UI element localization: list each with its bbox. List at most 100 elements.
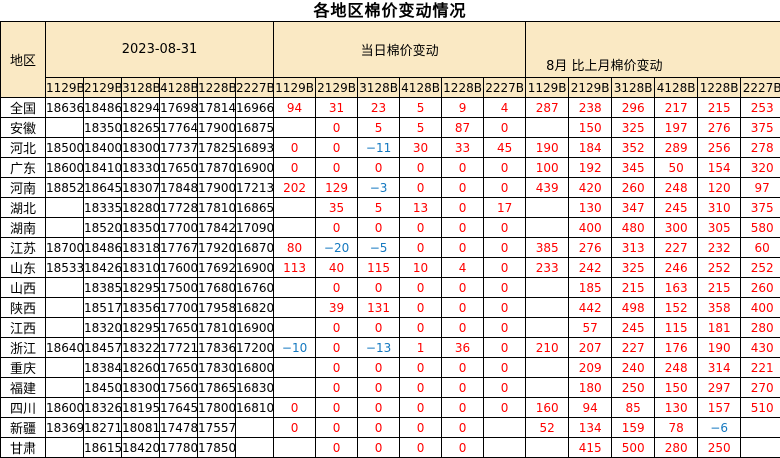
daily-change-cell: 0	[316, 438, 358, 458]
daily-change-cell: 0	[358, 218, 400, 238]
monthly-change-cell: 250	[612, 378, 655, 398]
daily-change-cell: 87	[442, 118, 484, 138]
daily-change-cell: 35	[316, 198, 358, 218]
price-cell: 18410	[84, 158, 122, 178]
monthly-change-cell: 150	[655, 378, 698, 398]
price-cell: 17800	[198, 398, 236, 418]
price-cell	[46, 218, 84, 238]
price-cell	[46, 378, 84, 398]
daily-change-cell: 36	[442, 338, 484, 358]
monthly-change-cell: 256	[698, 138, 741, 158]
daily-change-cell: 0	[358, 358, 400, 378]
col-header-4128b-g1: 4128B	[160, 78, 198, 98]
monthly-change-cell	[526, 358, 569, 378]
daily-change-cell	[274, 378, 316, 398]
monthly-change-cell: 248	[655, 178, 698, 198]
daily-change-cell: 0	[442, 278, 484, 298]
daily-change-cell: 0	[316, 418, 358, 438]
monthly-change-cell: 176	[655, 338, 698, 358]
price-cell: 17650	[160, 358, 198, 378]
price-cell: 17810	[198, 198, 236, 218]
daily-change-cell: 94	[274, 98, 316, 118]
daily-change-cell: 0	[400, 278, 442, 298]
region-cell: 甘肃	[1, 438, 46, 458]
monthly-change-cell: 270	[741, 378, 780, 398]
col-header-1129b-g3: 1129B	[526, 78, 569, 98]
daily-change-cell: 0	[316, 158, 358, 178]
monthly-change-cell: 253	[741, 98, 780, 118]
price-cell: 17842	[198, 218, 236, 238]
monthly-change-cell: 60	[741, 238, 780, 258]
daily-change-cell: 0	[358, 438, 400, 458]
price-cell	[46, 438, 84, 458]
price-cell: 18400	[84, 138, 122, 158]
monthly-change-cell: 78	[655, 418, 698, 438]
daily-change-cell: 9	[442, 98, 484, 118]
daily-change-cell: 0	[484, 258, 526, 278]
daily-change-cell: 40	[316, 258, 358, 278]
monthly-change-cell: 221	[741, 358, 780, 378]
price-cell: 18350	[84, 118, 122, 138]
daily-change-cell: 0	[400, 218, 442, 238]
daily-change-cell: 0	[484, 158, 526, 178]
daily-change-cell: 131	[358, 298, 400, 318]
daily-change-cell: −20	[316, 238, 358, 258]
monthly-change-cell: 152	[655, 298, 698, 318]
price-cell: 17692	[198, 258, 236, 278]
daily-change-cell: 115	[358, 258, 400, 278]
monthly-change-cell: 100	[526, 158, 569, 178]
monthly-change-cell: 115	[655, 318, 698, 338]
price-cell: 18457	[84, 338, 122, 358]
daily-change-cell: 129	[316, 178, 358, 198]
monthly-change-cell: 246	[655, 258, 698, 278]
daily-change-cell	[274, 278, 316, 298]
price-cell: 18326	[84, 398, 122, 418]
price-cell: 18486	[84, 98, 122, 118]
price-cell: 18260	[122, 358, 160, 378]
daily-change-cell: 5	[358, 198, 400, 218]
monthly-change-cell: 150	[569, 118, 612, 138]
daily-change-cell: 5	[400, 118, 442, 138]
monthly-change-cell: 190	[526, 138, 569, 158]
price-cell: 17698	[160, 98, 198, 118]
price-cell: 17500	[160, 278, 198, 298]
price-cell: 17680	[198, 278, 236, 298]
monthly-change-cell: 400	[741, 298, 780, 318]
monthly-change-cell	[526, 198, 569, 218]
price-cell: 16820	[236, 298, 274, 318]
daily-change-cell: 0	[442, 358, 484, 378]
monthly-change-cell: 50	[655, 158, 698, 178]
price-cell: 18310	[122, 258, 160, 278]
col-header-1228b-g2: 1228B	[442, 78, 484, 98]
monthly-change-cell: 215	[698, 98, 741, 118]
region-cell: 四川	[1, 398, 46, 418]
price-cell: 17780	[160, 438, 198, 458]
daily-change-cell: 0	[316, 118, 358, 138]
price-cell: 18615	[84, 438, 122, 458]
monthly-change-cell: 190	[698, 338, 741, 358]
monthly-change-cell	[526, 118, 569, 138]
price-cell: 18300	[122, 378, 160, 398]
monthly-change-cell	[741, 438, 780, 458]
price-cell: 18320	[84, 318, 122, 338]
daily-change-cell: 0	[400, 438, 442, 458]
daily-change-cell	[274, 318, 316, 338]
monthly-change-cell: 313	[612, 238, 655, 258]
monthly-change-cell: 498	[612, 298, 655, 318]
daily-change-cell: 0	[484, 318, 526, 338]
monthly-change-cell: 442	[569, 298, 612, 318]
monthly-change-cell: 278	[741, 138, 780, 158]
region-cell: 新疆	[1, 418, 46, 438]
col-header-2129b-g3: 2129B	[569, 78, 612, 98]
daily-change-cell: 0	[442, 318, 484, 338]
price-cell: 17836	[198, 338, 236, 358]
daily-change-cell: 0	[358, 398, 400, 418]
daily-change-cell: 0	[442, 218, 484, 238]
col-header-4128b-g3: 4128B	[655, 78, 698, 98]
